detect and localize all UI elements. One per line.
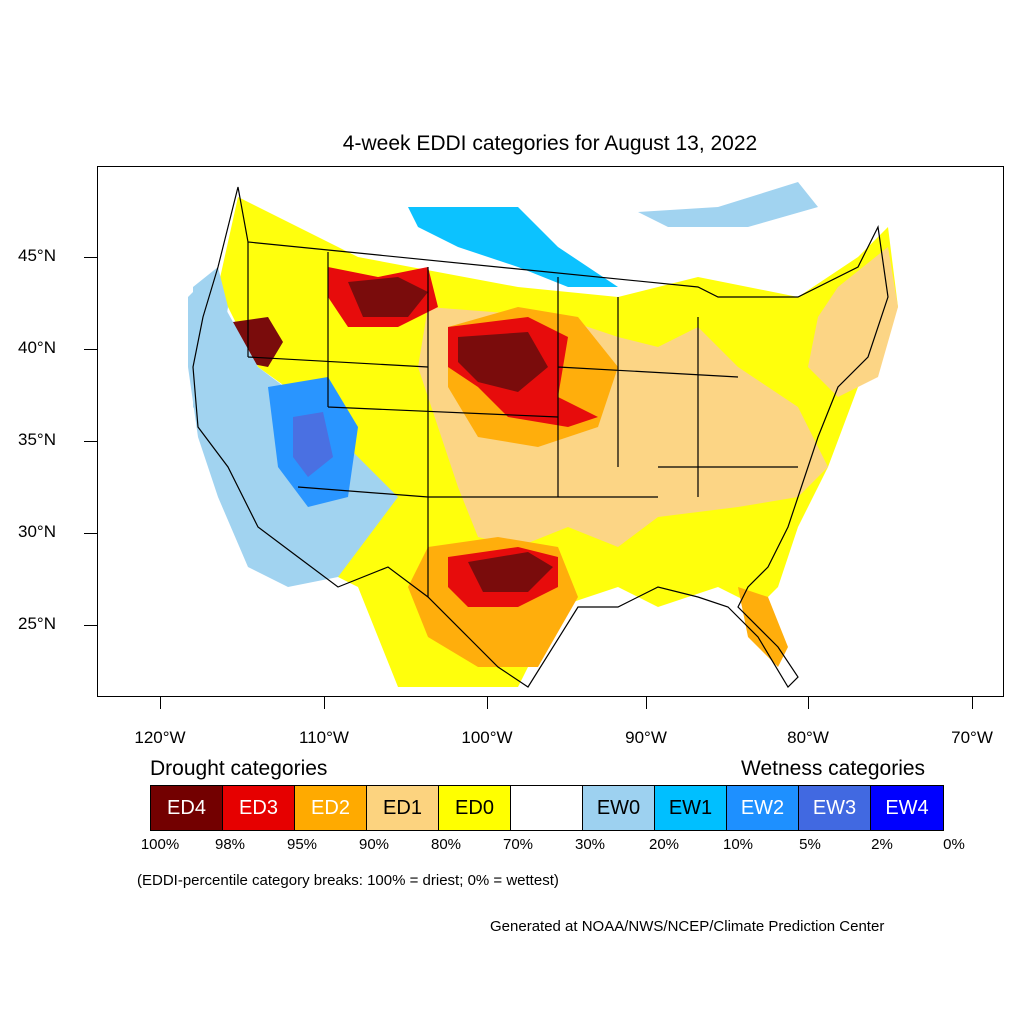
legend-ed1: ED1 [367,786,439,830]
lon-tick [972,697,973,709]
drought-heading: Drought categories [150,757,328,780]
legend-label: EW4 [885,796,929,819]
break-label: 20% [648,836,680,853]
lon-tick [808,697,809,709]
legend-ed3: ED3 [223,786,295,830]
lon-tick [324,697,325,709]
ed1-northeast [808,247,898,397]
legend-label: ED2 [311,796,350,819]
legend-label: ED1 [383,796,422,819]
lon-label-120: 120°W [134,728,186,747]
ed4-montana [348,277,428,317]
eddi-shading [188,182,898,687]
legend-ed4: ED4 [151,786,223,830]
legend-ew1: EW1 [655,786,727,830]
lat-tick [84,533,97,534]
credit-text: Generated at NOAA/NWS/NCEP/Climate Predi… [490,918,885,935]
legend-label: EW3 [812,796,857,819]
legend-ew0: EW0 [583,786,655,830]
break-label: 95% [286,836,318,853]
state-lines [247,242,798,597]
lat-label-40: 40°N [18,338,56,357]
lat-tick [84,349,97,350]
legend-label: ED0 [455,796,494,819]
legend-label: ED3 [239,796,278,819]
lon-tick [160,697,161,709]
lon-label-80: 80°W [787,728,829,747]
lon-label-70: 70°W [951,728,993,747]
lon-label-100: 100°W [461,728,513,747]
lat-tick [84,257,97,258]
legend-ed0: ED0 [439,786,511,830]
legend-normal [511,786,583,830]
legend-ew4: EW4 [871,786,943,830]
break-label: 98% [214,836,246,853]
lon-tick [646,697,647,709]
break-label: 5% [799,836,821,853]
legend-label: EW1 [668,796,713,819]
break-label: 30% [574,836,606,853]
ed2-florida [738,587,788,667]
lat-label-30: 30°N [18,522,56,541]
legend-ew2: EW2 [727,786,799,830]
ew0-north [638,182,818,227]
category-legend: ED4 ED3 ED2 ED1 ED0 EW0 EW1 EW2 EW3 EW4 [150,785,944,831]
break-label: 10% [722,836,754,853]
lat-label-45: 45°N [18,246,56,265]
lat-tick [84,625,97,626]
break-label: 2% [871,836,893,853]
legend-label: EW0 [596,796,641,819]
lat-tick [84,441,97,442]
breaks-note: (EDDI-percentile category breaks: 100% =… [137,872,559,889]
lon-tick [487,697,488,709]
break-label: 70% [502,836,534,853]
ed4-texas [468,552,553,592]
wetness-heading: Wetness categories [741,757,926,780]
boundary-lines [192,186,889,688]
ew1-great-lakes [408,207,618,287]
map-title: 4-week EDDI categories for August 13, 20… [342,132,758,155]
break-label: 0% [943,836,965,853]
legend-ed2: ED2 [295,786,367,830]
break-label: 80% [430,836,462,853]
lon-label-90: 90°W [625,728,667,747]
ew3-west [293,412,333,477]
legend-ew3: EW3 [799,786,871,830]
legend-label: EW2 [740,796,785,819]
break-label: 100% [140,836,180,853]
lon-label-110: 110°W [299,728,349,747]
lat-label-35: 35°N [18,430,56,449]
ew0-coast [193,267,228,427]
eddi-map [97,166,1004,697]
lat-label-25: 25°N [18,614,56,633]
break-label: 90% [358,836,390,853]
ed4-dakotas [458,332,548,392]
legend-label: ED4 [167,796,206,819]
us-outline [192,186,889,688]
